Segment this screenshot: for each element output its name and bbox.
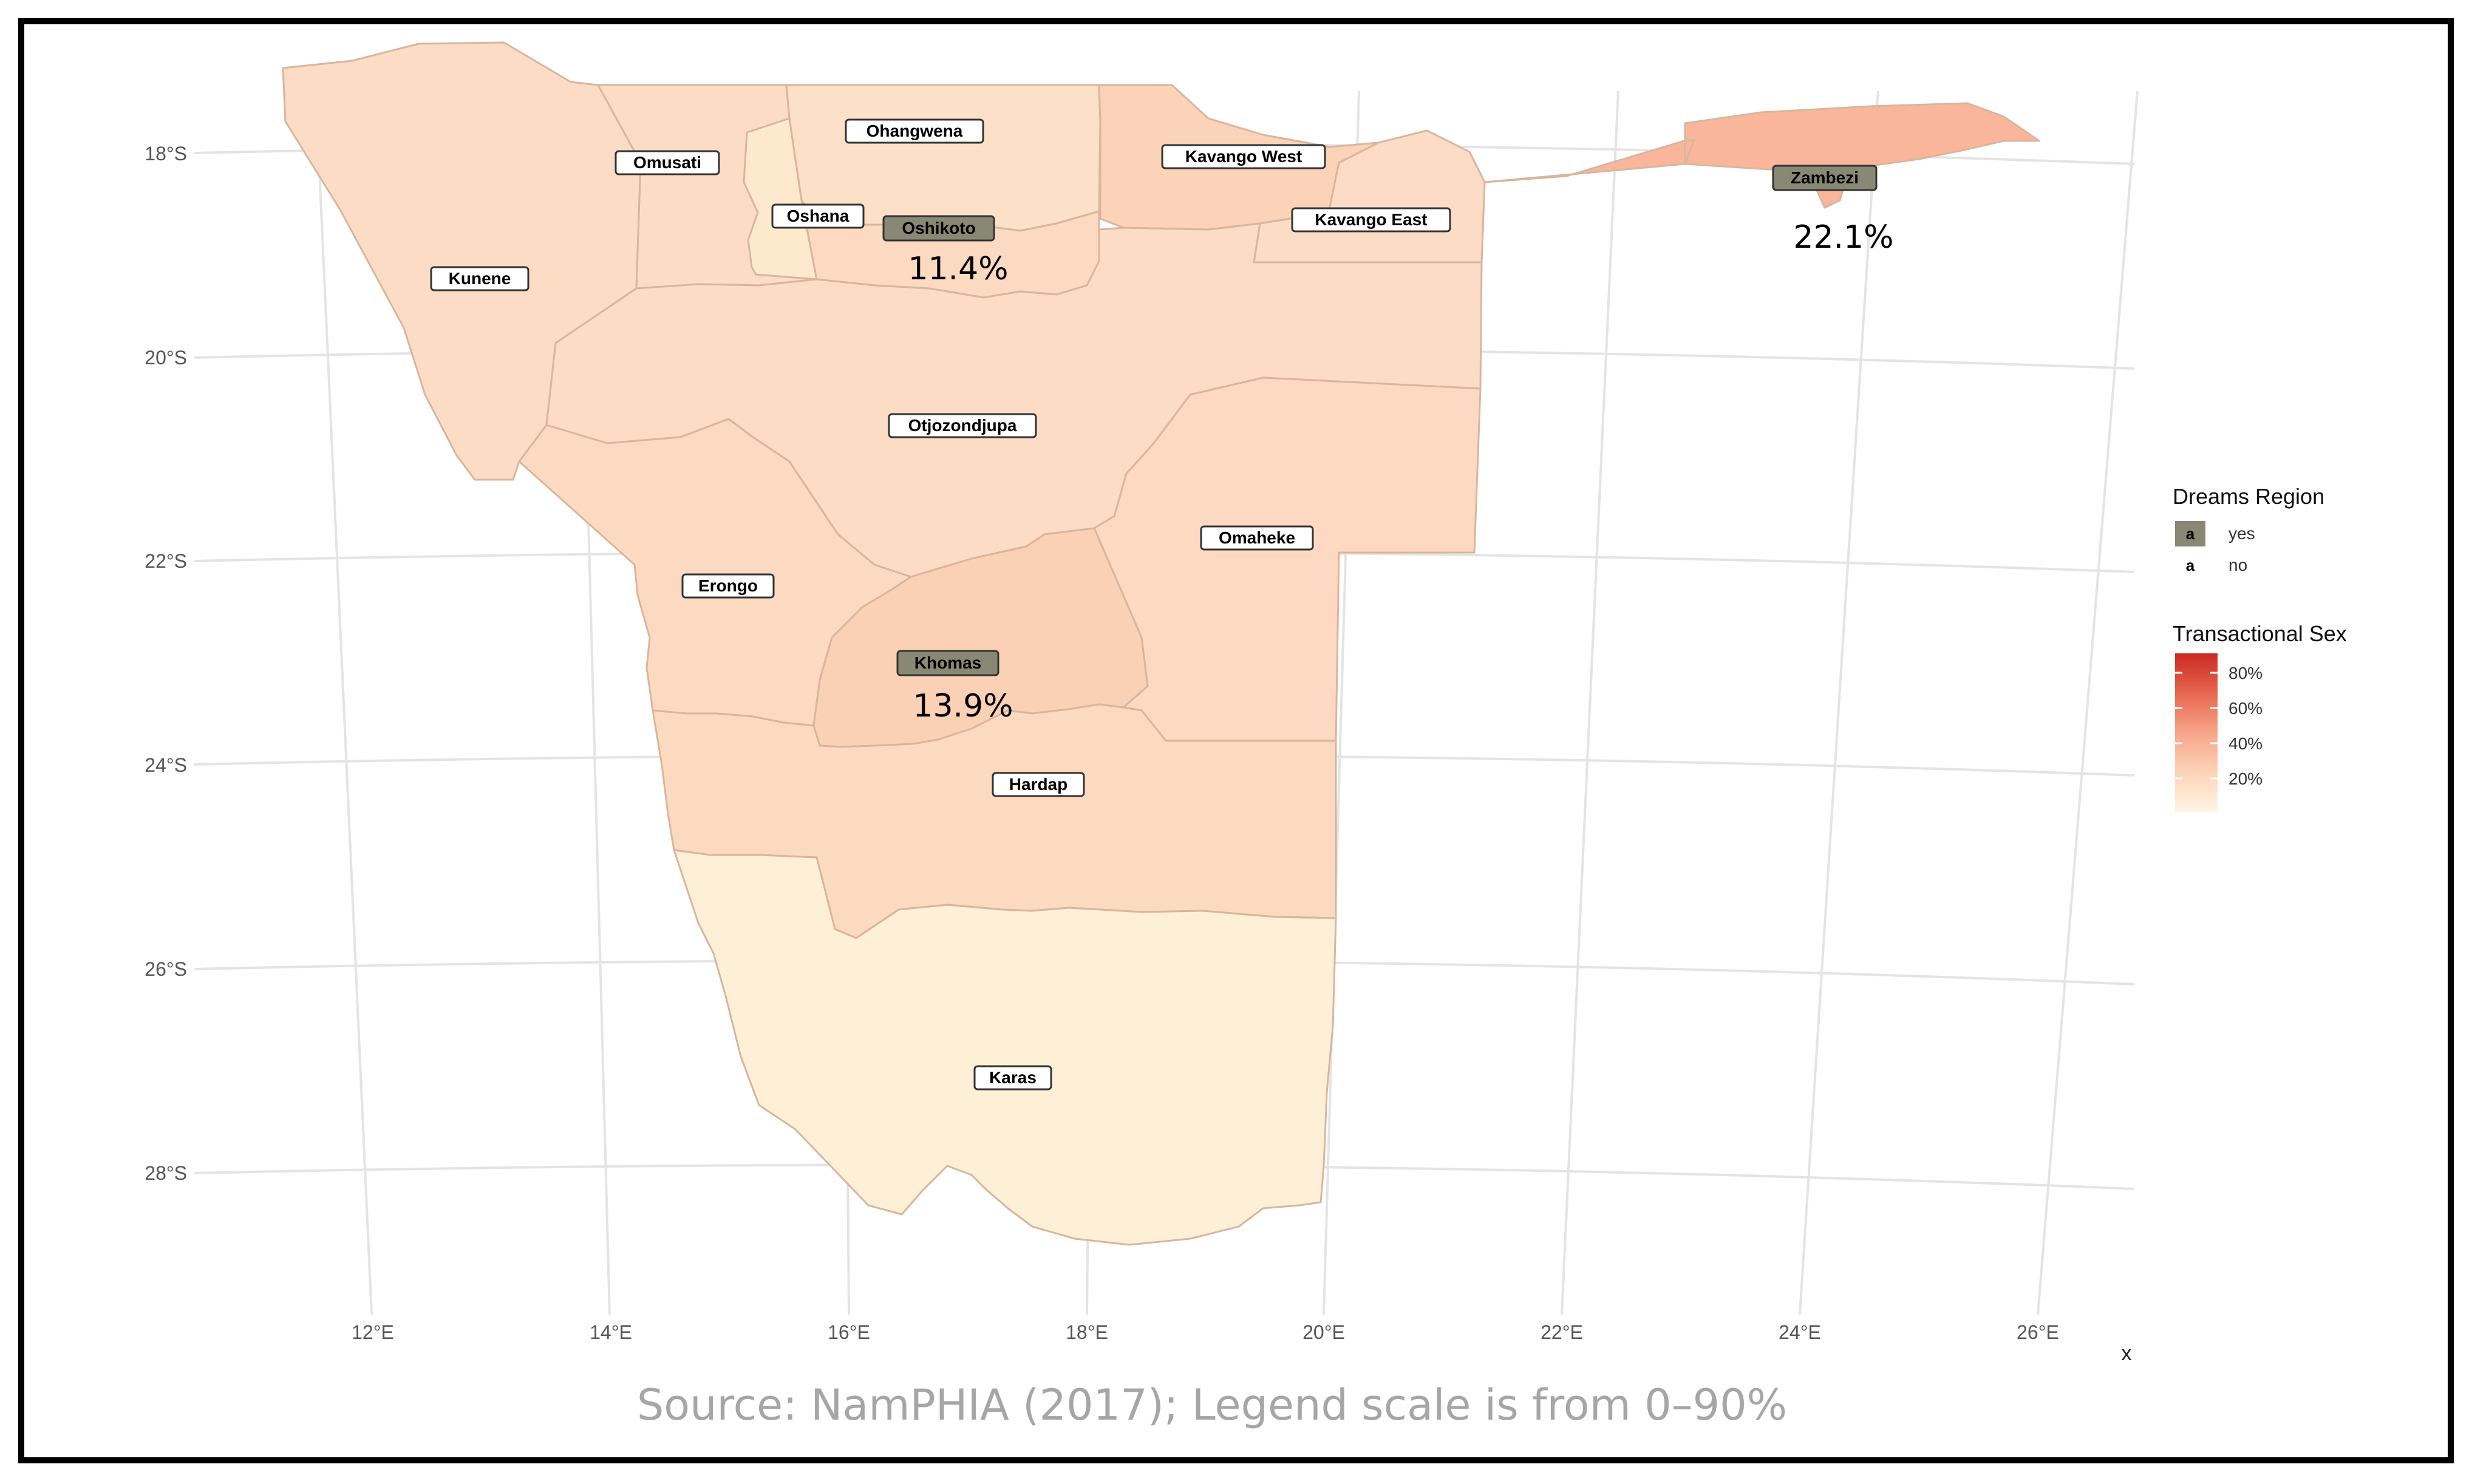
label-box	[1161, 144, 1326, 169]
label-zambezi: Zambezi	[1772, 165, 1878, 191]
legend-color-title: Transactional Sex	[2173, 621, 2347, 646]
label-karas: Karas	[973, 1065, 1052, 1091]
label-box	[430, 266, 529, 291]
graticule-lon-22	[1561, 90, 1619, 1315]
legend-key-swatch	[2175, 521, 2205, 546]
lon-label: 16°E	[828, 1321, 870, 1343]
value-label-zambezi: 22.1%	[1793, 219, 1893, 256]
lon-axis-labels: 12°E 14°E 16°E 18°E 20°E 22°E 24°E 26°E	[352, 1321, 2059, 1343]
legend-item-label: yes	[2229, 524, 2255, 543]
region-karas[interactable]	[673, 849, 1337, 1246]
label-box	[882, 215, 995, 242]
lon-label: 26°E	[2017, 1321, 2059, 1343]
region-label-text: Kunene	[449, 269, 511, 288]
region-label-text: Ohangwena	[867, 121, 963, 140]
colorbar-tick-label: 80%	[2229, 664, 2263, 682]
label-oshana: Oshana	[771, 203, 865, 229]
lat-label: 24°S	[145, 754, 187, 776]
region-label-text: Omusati	[633, 153, 701, 172]
region-label-text: Kavango West	[1185, 147, 1302, 166]
lon-label: 20°E	[1302, 1321, 1345, 1343]
lat-axis-labels: 18°S 20°S 22°S 24°S 26°S 28°S	[145, 143, 187, 1184]
label-omaheke: Omaheke	[1200, 525, 1314, 551]
legend-dreams-region: Dreams Region a yes a no	[2173, 484, 2324, 578]
label-box	[681, 573, 775, 599]
legend-key-glyph: a	[2186, 556, 2195, 574]
label-kunene: Kunene	[430, 266, 529, 291]
label-box	[771, 203, 865, 229]
legend-colorbar-ticks	[2175, 672, 2218, 780]
label-otjozondjupa: Otjozondjupa	[888, 413, 1037, 438]
value-annotations: 11.4% 22.1% 13.9%	[908, 219, 1893, 724]
legend-key-glyph: a	[2186, 525, 2195, 543]
label-khomas: Khomas	[896, 650, 999, 676]
value-label-khomas: 13.9%	[913, 688, 1013, 724]
lat-label: 22°S	[145, 550, 187, 572]
label-box	[896, 650, 999, 676]
legend-transactional-sex: Transactional Sex 80% 60% 40% 20%	[2173, 621, 2347, 812]
region-label-text: Kavango East	[1315, 210, 1427, 229]
lon-label: 14°E	[590, 1321, 632, 1343]
label-box	[1772, 165, 1878, 191]
legend-item-label: no	[2229, 556, 2247, 574]
colorbar-tick-label: 40%	[2229, 734, 2263, 753]
label-box	[845, 118, 984, 144]
colorbar-tick-label: 20%	[2229, 769, 2263, 788]
label-kavango-east: Kavango East	[1291, 207, 1451, 233]
lon-label: 18°E	[1066, 1321, 1108, 1343]
region-label-text: Omaheke	[1219, 528, 1295, 547]
region-label-text: Hardap	[1009, 775, 1067, 794]
label-oshikoto: Oshikoto	[882, 215, 995, 242]
lat-label: 28°S	[145, 1162, 187, 1184]
region-label-text: Oshana	[787, 206, 850, 225]
regions-layer	[282, 41, 2040, 1246]
label-box	[615, 150, 720, 175]
label-ohangwena: Ohangwena	[845, 118, 984, 144]
region-label-text: Karas	[989, 1068, 1037, 1087]
legend-colorbar	[2175, 653, 2218, 812]
region-label-text: Oshikoto	[902, 219, 975, 237]
legend-key-swatch	[2175, 553, 2205, 578]
label-box	[1291, 207, 1451, 233]
legend-colorbar-labels: 80% 60% 40% 20%	[2229, 664, 2263, 788]
graticule-lon-26	[2037, 90, 2139, 1315]
graticule-lon-24	[1799, 90, 1879, 1315]
region-label-text: Erongo	[698, 576, 758, 595]
legend-dreams-title: Dreams Region	[2173, 484, 2324, 509]
label-box	[1200, 525, 1314, 551]
label-box	[992, 772, 1085, 797]
label-erongo: Erongo	[681, 573, 775, 599]
lat-label: 18°S	[145, 143, 187, 165]
region-label-text: Otjozondjupa	[908, 416, 1017, 435]
lon-label: 24°E	[1779, 1321, 1821, 1343]
label-hardap: Hardap	[992, 772, 1085, 797]
lat-label: 20°S	[145, 347, 187, 369]
graticule-lon-12	[315, 90, 373, 1315]
label-kavango-west: Kavango West	[1161, 144, 1326, 169]
label-omusati: Omusati	[615, 150, 720, 175]
label-box	[973, 1065, 1052, 1091]
x-axis-title: x	[2122, 1342, 2132, 1365]
region-label-text: Zambezi	[1791, 168, 1859, 187]
legend-dreams-yes: a yes	[2175, 521, 2255, 546]
colorbar-tick-label: 60%	[2229, 699, 2263, 718]
lon-label: 12°E	[352, 1321, 394, 1343]
region-labels: Kunene Omusati Oshana Ohangwena Oshikoto…	[430, 118, 1878, 1091]
region-label-text: Khomas	[914, 653, 981, 672]
label-box	[888, 413, 1037, 438]
value-label-oshikoto: 11.4%	[908, 251, 1008, 287]
legend-dreams-no: a no	[2175, 553, 2247, 578]
lon-label: 22°E	[1541, 1321, 1583, 1343]
source-caption: Source: NamPHIA (2017); Legend scale is …	[637, 1380, 1787, 1430]
lat-label: 26°S	[145, 958, 187, 980]
